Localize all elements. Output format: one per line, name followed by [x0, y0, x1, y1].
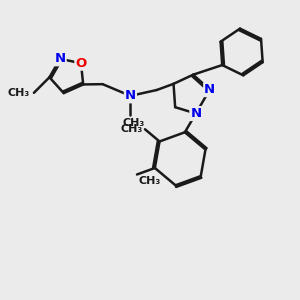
Text: N: N [204, 83, 215, 96]
Text: N: N [190, 107, 202, 120]
Text: CH₃: CH₃ [139, 176, 161, 186]
Text: CH₃: CH₃ [122, 118, 145, 128]
Text: O: O [75, 57, 87, 70]
Text: N: N [125, 89, 136, 102]
Text: CH₃: CH₃ [120, 124, 142, 134]
Text: CH₃: CH₃ [7, 88, 29, 98]
Text: N: N [55, 52, 66, 65]
